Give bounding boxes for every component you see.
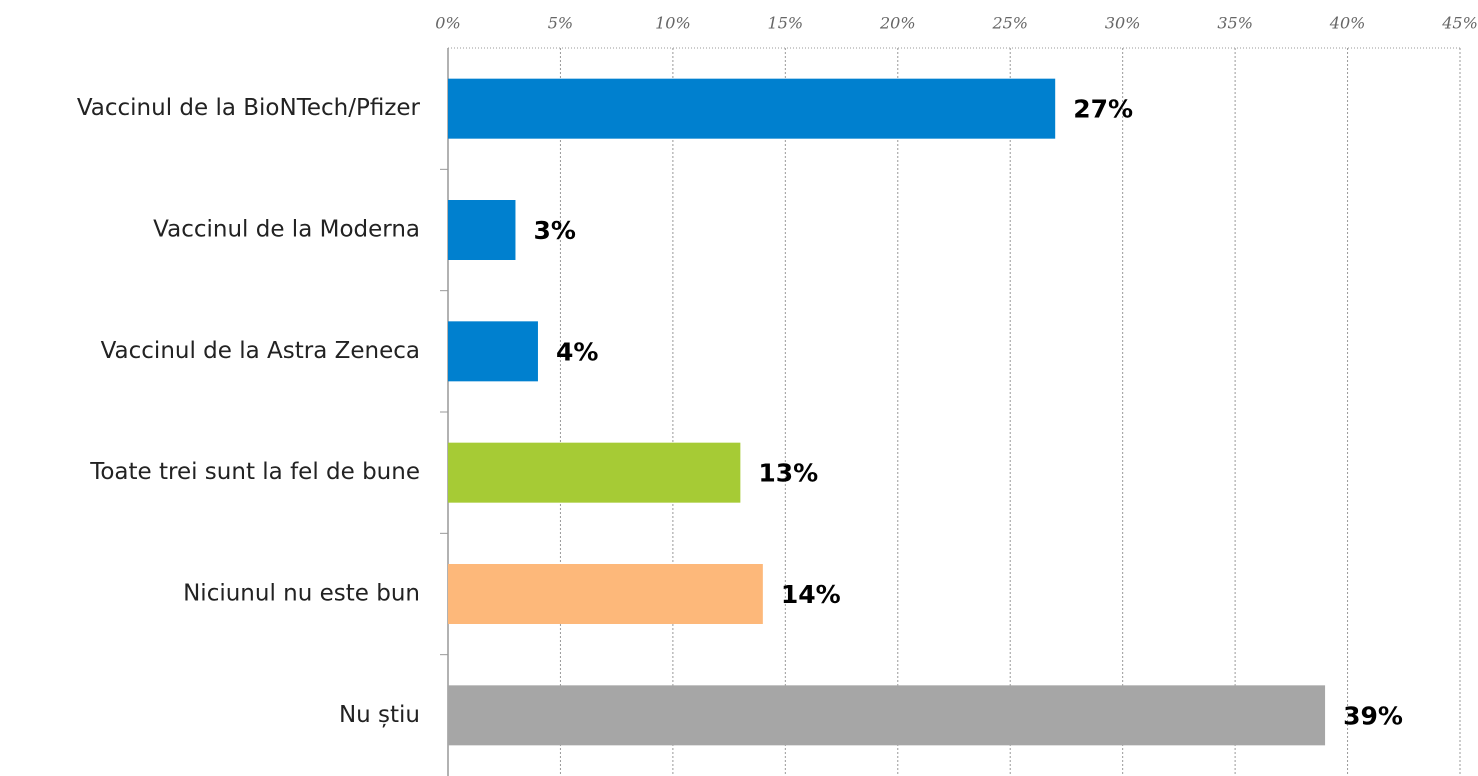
x-tick-label: 25% xyxy=(991,14,1028,33)
category-label: Toate trei sunt la fel de bune xyxy=(89,459,420,485)
data-label: 4% xyxy=(556,337,598,366)
x-tick-label: 45% xyxy=(1441,14,1478,33)
data-label: 13% xyxy=(758,459,818,488)
bar xyxy=(448,200,516,260)
category-label: Vaccinul de la BioNTech/Pfizer xyxy=(77,95,421,121)
x-tick-label: 30% xyxy=(1105,14,1141,33)
bar xyxy=(448,685,1326,746)
bar xyxy=(448,78,1056,139)
bar xyxy=(448,442,741,503)
x-tick-label: 0% xyxy=(435,14,460,33)
bar xyxy=(448,321,538,382)
bar xyxy=(448,564,763,624)
x-tick-label: 10% xyxy=(655,14,691,33)
x-tick-label: 35% xyxy=(1217,14,1253,33)
data-label: 27% xyxy=(1073,95,1133,124)
x-tick-label: 40% xyxy=(1329,14,1366,33)
category-label: Vaccinul de la Astra Zeneca xyxy=(101,338,420,364)
x-tick-label: 20% xyxy=(879,14,916,33)
category-label: Niciunul nu este bun xyxy=(183,581,420,607)
data-label: 14% xyxy=(781,580,841,609)
x-tick-label: 15% xyxy=(768,14,804,33)
x-tick-label: 5% xyxy=(548,14,573,33)
data-label: 3% xyxy=(533,216,575,245)
category-label: Vaccinul de la Moderna xyxy=(153,217,420,243)
data-label: 39% xyxy=(1343,701,1403,730)
category-label: Nu știu xyxy=(339,702,420,728)
